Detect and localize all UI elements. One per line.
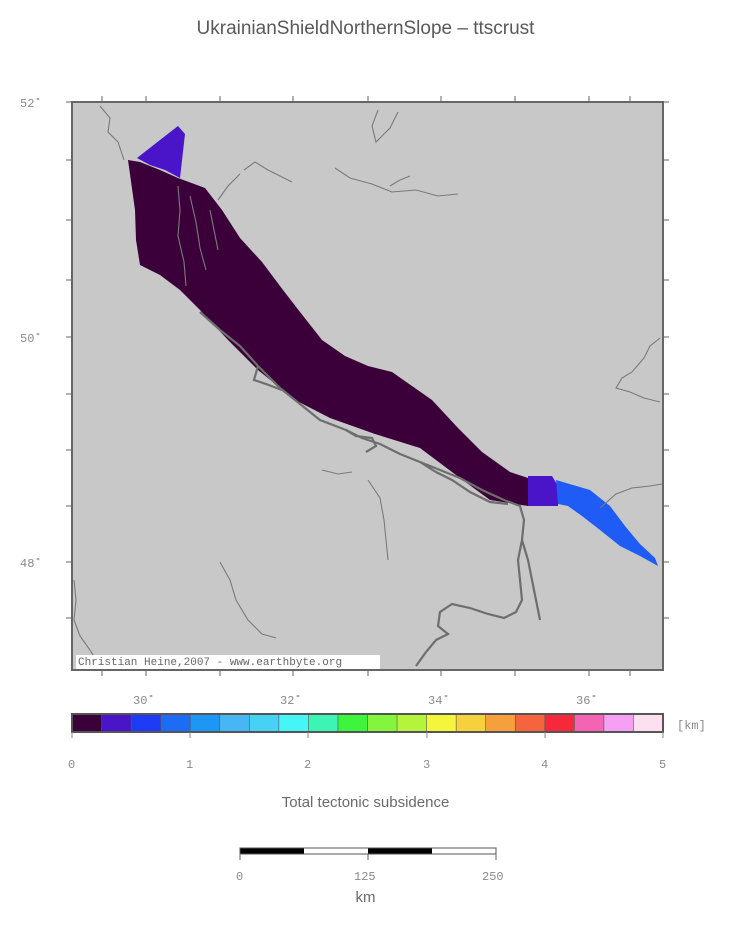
colorbar-tick-2: 2 [304,758,311,772]
scale-tick-250: 250 [482,870,504,884]
rivers [73,105,663,661]
colorbar-tick-3: 3 [423,758,430,772]
colorbar-cell [574,714,605,732]
colorbar-cell [131,714,161,732]
colorbar-cell [426,714,457,732]
colorbar-cell [367,714,398,732]
subsidence-region-eastern-purple [528,476,558,506]
colorbar [72,714,664,732]
colorbar-cell [337,714,368,732]
colorbar-cell [485,714,516,732]
colorbar-tick-1: 1 [186,758,193,772]
colorbar-tick-4: 4 [541,758,548,772]
scale-tick-125: 125 [354,870,376,884]
colorbar-cell [160,714,191,732]
map-title: UkrainianShieldNorthernSlope – ttscrust [196,18,535,39]
lat-label-52: 52˚ [20,97,42,111]
colorbar-cell [308,714,339,732]
scale-tick-0: 0 [236,870,243,884]
colorbar-cell [633,714,664,732]
colorbar-cell [101,714,132,732]
colorbar-cell [603,714,634,732]
lon-label-32: 32˚ [280,694,302,708]
lon-label-30: 30˚ [133,694,155,708]
colorbar-unit-label: [km] [677,719,706,733]
subsidence-region-northern-tip [137,126,185,178]
colorbar-cell [397,714,427,732]
colorbar-frame [71,713,664,733]
colorbar-tick-0: 0 [68,758,75,772]
colorbar-ticks [71,732,664,738]
colorbar-cell [219,714,250,732]
lon-label-34: 34˚ [428,694,450,708]
credit-text: Christian Heine,2007 - www.earthbyte.org [78,657,342,669]
lat-label-48: 48˚ [20,557,42,571]
scale-unit: km [355,889,376,906]
colorbar-title: Total tectonic subsidence [281,794,450,811]
colorbar-cell [544,714,575,732]
colorbar-cell [249,714,280,732]
lon-label-36: 36˚ [576,694,598,708]
frame-ticks [66,96,669,676]
subsidence-region-main [128,160,528,506]
subsidence-region-eastern-blue [556,480,658,566]
colorbar-cell [190,714,221,732]
scale-bar [239,847,497,860]
credit-background [76,655,380,669]
colorbar-cell [278,714,309,732]
colorbar-cell [456,714,486,732]
colorbar-cell [515,714,546,732]
colorbar-cell [72,714,102,732]
colorbar-tick-5: 5 [659,758,666,772]
dnieper-river [199,311,542,667]
lat-label-50: 50˚ [20,332,42,346]
